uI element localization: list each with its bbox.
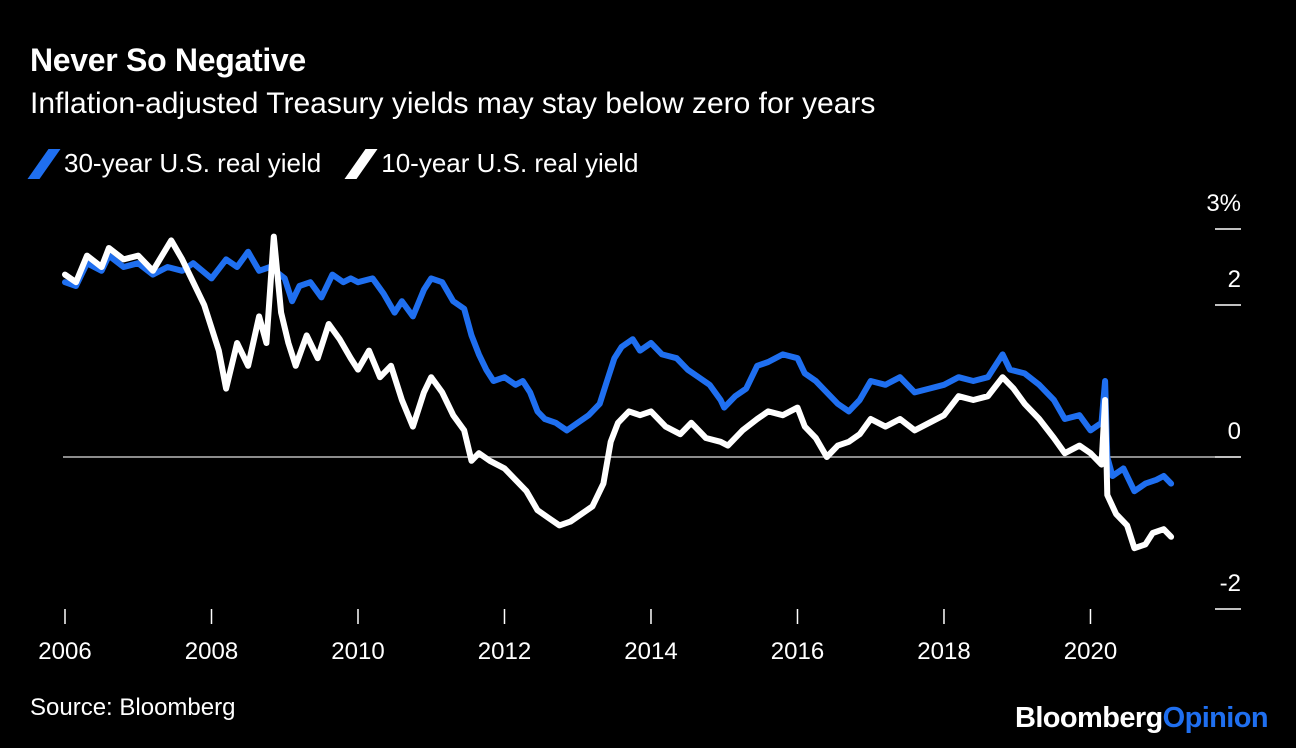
- legend-label-10y: 10-year U.S. real yield: [381, 148, 639, 178]
- legend: 30-year U.S. real yield 10-year U.S. rea…: [27, 148, 664, 179]
- legend-item-30y: 30-year U.S. real yield: [27, 148, 322, 179]
- brand-logo: BloombergOpinion: [1014, 702, 1269, 735]
- source-note: Source: Bloomberg: [30, 694, 236, 721]
- brand-logo-part2: Opinion: [1162, 702, 1269, 734]
- chart-subtitle: Inflation-adjusted Treasury yields may s…: [30, 87, 876, 120]
- y-tick-label-3: -2: [1220, 570, 1241, 597]
- y-tick-label-1: 2: [1228, 266, 1241, 293]
- brand-logo-part1: Bloomberg: [1014, 702, 1163, 734]
- y-tick-label-0: 3%: [1206, 190, 1241, 217]
- x-tick-label-4: 2014: [624, 638, 677, 665]
- legend-item-10y: 10-year U.S. real yield: [344, 148, 639, 179]
- series-line-30y: [62, 248, 1175, 495]
- legend-label-30y: 30-year U.S. real yield: [64, 148, 322, 178]
- x-tick-label-5: 2016: [771, 638, 824, 665]
- x-tick-label-1: 2008: [185, 638, 238, 665]
- x-tick-label-0: 2006: [38, 638, 91, 665]
- x-tick-label-2: 2010: [331, 638, 384, 665]
- series-line-10y: [62, 233, 1175, 552]
- x-tick-label-7: 2020: [1064, 638, 1117, 665]
- chart-title: Never So Negative: [30, 42, 306, 78]
- y-tick-label-2: 0: [1228, 418, 1241, 445]
- x-tick-label-3: 2012: [478, 638, 531, 665]
- x-tick-label-6: 2018: [917, 638, 970, 665]
